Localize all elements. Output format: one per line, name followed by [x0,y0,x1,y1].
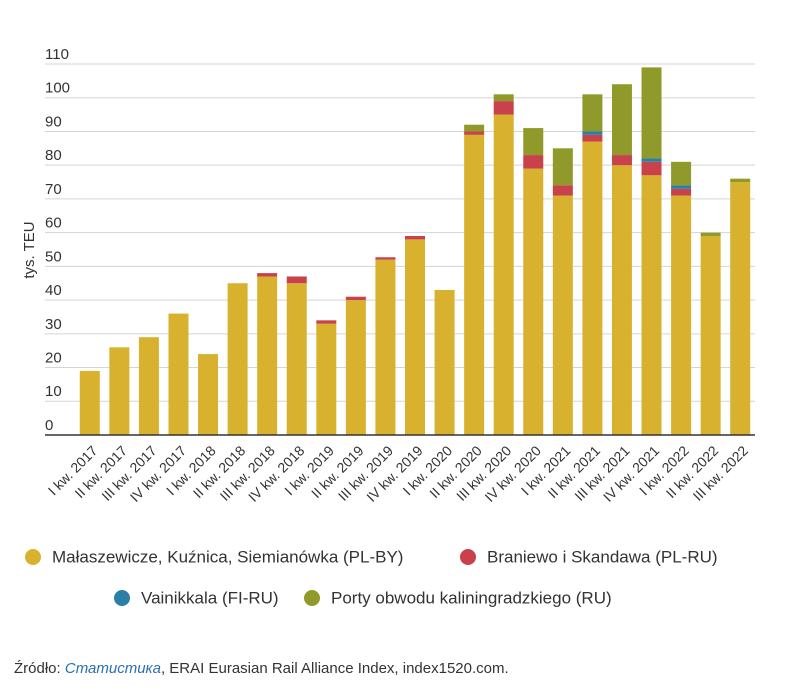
legend-label: Małaszewicze, Kuźnica, Siemianówka (PL-B… [52,547,403,566]
bar-segment [286,283,307,435]
y-axis-label: tys. TEU [21,221,38,278]
bar-segment [227,283,248,435]
bar-segment [493,114,514,435]
bar-segment [434,289,455,435]
bar-segment [168,313,189,435]
bar-segment [345,296,366,301]
bar-segment [464,124,485,132]
bar-segment [405,239,425,435]
bar-segment [198,354,219,435]
bar-segment [316,323,337,435]
y-tick-label: 80 [45,147,62,164]
bar-segment [286,276,307,284]
bar-segment [730,182,751,435]
bar-segment [641,175,662,436]
bar-segment [493,94,514,102]
bar-segment [700,236,721,435]
bar-segment [641,67,662,159]
y-tick-label: 40 [45,282,62,299]
bar-segment [611,84,632,156]
source-prefix: Źródło: [14,660,65,677]
bar-segment [257,276,278,435]
y-tick-label: 60 [45,215,62,232]
bar-segment [671,185,692,189]
bar-segment [582,141,603,435]
bar-segment [375,257,396,260]
y-tick-label: 70 [45,181,62,198]
bar-segment [464,131,485,135]
bar-segment [464,134,485,435]
bar-segment [523,128,544,156]
bar-segment [552,195,573,435]
legend-marker [114,590,130,606]
bar-segment [700,232,721,237]
legend-marker [304,590,320,606]
legend-label: Braniewo i Skandawa (PL-RU) [487,547,718,566]
bar-segment [671,161,692,186]
bar-segment [79,370,100,435]
bar-segment [405,236,425,240]
bar-segment [611,155,632,166]
bar-segment [641,161,662,176]
bar-segment [552,185,573,196]
bar-segment [257,273,278,277]
source-rest: , ERAI Eurasian Rail Alliance Index, ind… [161,660,509,677]
y-tick-label: 90 [45,113,62,130]
bar-segment [523,168,544,435]
y-tick-label: 10 [45,383,62,400]
bar-segment [671,195,692,435]
bar-segment [523,155,544,169]
y-tick-label: 0 [45,417,53,434]
bar-segment [582,134,603,142]
bar-segment [641,158,662,162]
bar-segment [345,300,366,435]
bar-segment [493,101,514,115]
y-tick-label: 30 [45,316,62,333]
bar-segment [671,188,692,196]
bar-segment [109,347,130,435]
legend-marker [460,549,476,565]
y-tick-label: 100 [45,80,70,97]
bar-segment [730,178,751,183]
legend-label: Porty obwodu kaliningradzkiego (RU) [331,588,612,607]
source-link[interactable]: Статистика [65,660,161,677]
bar-segment [316,320,337,324]
y-tick-label: 50 [45,248,62,265]
bar-segment [552,148,573,186]
bar-segment [582,131,603,135]
bar-segment [375,259,396,435]
source: Źródło: Статистика, ERAI Eurasian Rail A… [14,660,509,677]
bar-segment [582,94,603,132]
y-tick-label: 20 [45,350,62,367]
legend-marker [25,549,41,565]
bar-segment [611,165,632,435]
legend-label: Vainikkala (FI-RU) [141,588,279,607]
y-tick-label: 110 [45,46,69,63]
bar-segment [138,337,159,435]
